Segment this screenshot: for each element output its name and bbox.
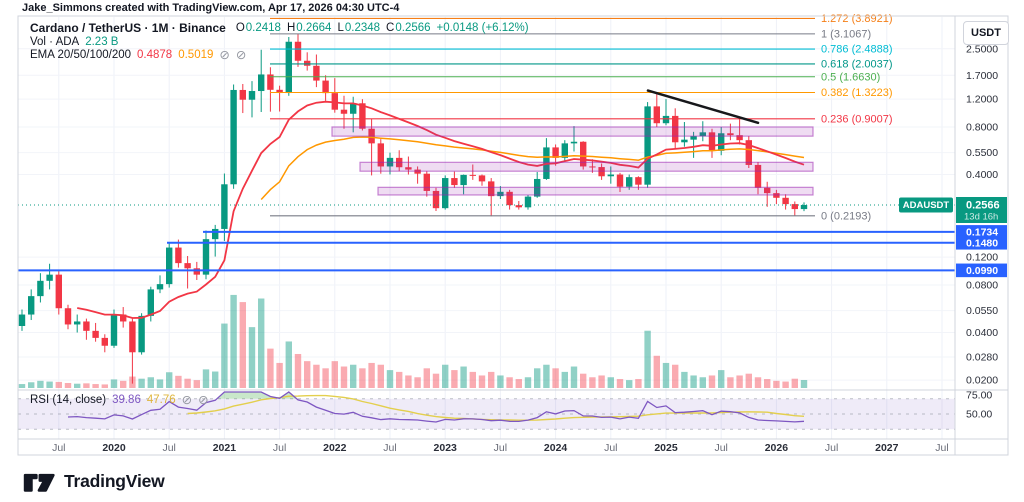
fib-level-label: 0.236 (0.9007) [821, 113, 893, 125]
rsi-disabled-icon[interactable]: ⊘ [181, 393, 193, 407]
rsi-tick-label: 50.00 [966, 409, 992, 421]
open-value: O 0.2418 [235, 22, 281, 34]
change-value: +0.0148 (+6.12%) [436, 22, 529, 34]
tradingview-logo[interactable]: TradingView [22, 468, 165, 494]
volume-label[interactable]: Vol · ADA [30, 36, 80, 48]
supply-demand-zones [331, 126, 814, 196]
tradingview-logo-text: TradingView [64, 470, 165, 491]
time-tick-label: Jul [52, 442, 65, 454]
bar-countdown: 13d 16h [964, 212, 998, 223]
rsi-pane [18, 391, 955, 430]
descending-trendline[interactable] [646, 89, 760, 125]
time-tick-label: 2020 [102, 442, 126, 454]
rsi-disabled-icon[interactable]: ⊘ [198, 393, 209, 407]
volume-value: 2.23 B [85, 36, 119, 48]
price-tick-label: 0.0400 [966, 327, 998, 339]
time-tick-label: 2022 [323, 442, 347, 454]
time-tick-label: Jul [162, 442, 175, 454]
time-tick-label: 2024 [544, 442, 568, 454]
time-tick-label: 2021 [213, 442, 237, 454]
currency-toggle-button[interactable]: USDT [963, 21, 1009, 45]
svg-text:0.1480: 0.1480 [966, 237, 998, 249]
price-tick-label: 0.0280 [966, 352, 998, 364]
price-tick-label: 0.0550 [966, 305, 998, 317]
ema50-value: 0.5019 [178, 49, 214, 61]
svg-text:0.0990: 0.0990 [966, 265, 998, 277]
price-tick-label: 0.5500 [966, 147, 998, 159]
svg-text:ADAUSDT: ADAUSDT [903, 200, 950, 211]
time-tick-label: 2027 [875, 442, 899, 454]
price-tick-label: 0.1200 [966, 252, 998, 264]
symbol-legend: Cardano / TetherUS · 1M · Binance O 0.241… [30, 21, 529, 35]
rsi-legend: RSI (14, close) 39.86 47.76 ⊘ ⊘ [30, 393, 209, 407]
time-axis[interactable]: Jul 2020 Jul 2021 Jul 2022 Jul 2023 Jul 2024 Jul 20… [52, 442, 949, 454]
price-tick-label: 0.8000 [966, 121, 998, 133]
ema200-disabled-icon[interactable]: ⊘ [235, 48, 247, 62]
current-price-badge [956, 197, 1007, 223]
volume-bars [18, 294, 808, 388]
price-tick-label: 0.0800 [966, 279, 998, 291]
symbol-price-pill [899, 197, 953, 213]
low-value: L 0.2348 [337, 22, 381, 34]
ema20-value: 0.4878 [137, 49, 173, 61]
time-tick-label: Jul [604, 442, 617, 454]
level-price-badge [956, 235, 1007, 250]
rsi-label[interactable]: RSI (14, close) [30, 394, 107, 406]
candles [18, 33, 808, 384]
support-lines[interactable] [18, 230, 955, 272]
fib-retracement: 1.272 (3.8921) 1 (3.1067) 0.786 (2.4888) 0.… [270, 13, 893, 222]
grid-lines [18, 17, 955, 439]
price-tick-label: 2.5000 [966, 43, 998, 55]
symbol-title[interactable]: Cardano / TetherUS · 1M · Binance [30, 21, 226, 35]
fib-level-label: 0 (0.2193) [821, 210, 871, 222]
fib-level-label: 1.272 (3.8921) [821, 13, 893, 25]
tradingview-logo-icon [23, 473, 55, 492]
time-tick-label: Jul [273, 442, 286, 454]
time-tick-label: Jul [825, 442, 838, 454]
price-tick-label: 1.2000 [966, 94, 998, 106]
svg-text:0.1734: 0.1734 [966, 227, 998, 239]
svg-text:0.2566: 0.2566 [966, 200, 1000, 212]
time-tick-label: Jul [494, 442, 507, 454]
level-price-badge [956, 263, 1007, 278]
volume-legend: Vol · ADA 2.23 B [30, 36, 118, 48]
price-tick-label: 0.0200 [966, 375, 998, 387]
rsi-ma-value: 47.76 [146, 394, 176, 406]
attribution-text: Jake_Simmons created with TradingView.co… [22, 2, 400, 14]
price-tick-label: 1.7000 [966, 70, 998, 82]
pane-borders [17, 15, 1009, 456]
high-value: H 0.2664 [286, 22, 332, 34]
ema-legend: EMA 20/50/100/200 0.4878 0.5019 ⊘ ⊘ [30, 48, 247, 62]
close-value: C 0.2566 [386, 22, 431, 34]
price-axis[interactable]: 2.5000 1.7000 1.2000 0.8000 0.5500 0.4000 0.12… [899, 43, 1007, 421]
time-tick-label: Jul [714, 442, 727, 454]
fib-level-label: 0.618 (2.0037) [821, 58, 893, 70]
time-tick-label: 2026 [765, 442, 789, 454]
ema-label[interactable]: EMA 20/50/100/200 [30, 49, 132, 61]
level-price-badge [956, 225, 1007, 239]
fib-level-label: 0.786 (2.4888) [821, 44, 893, 56]
fib-level-label: 0.5 (1.6630) [821, 71, 880, 83]
rsi-value: 39.86 [112, 394, 141, 406]
rsi-tick-label: 75.00 [966, 390, 992, 402]
price-tick-label: 0.4000 [966, 169, 998, 181]
time-tick-label: 2025 [654, 442, 678, 454]
fib-level-label: 1 (3.1067) [821, 28, 871, 40]
fib-level-label: 0.382 (1.3223) [821, 87, 893, 99]
time-tick-label: Jul [935, 442, 948, 454]
rsi-overbought-fill [216, 392, 298, 399]
time-tick-label: Jul [383, 442, 396, 454]
ema100-disabled-icon[interactable]: ⊘ [219, 48, 230, 62]
time-tick-label: 2023 [434, 442, 458, 454]
